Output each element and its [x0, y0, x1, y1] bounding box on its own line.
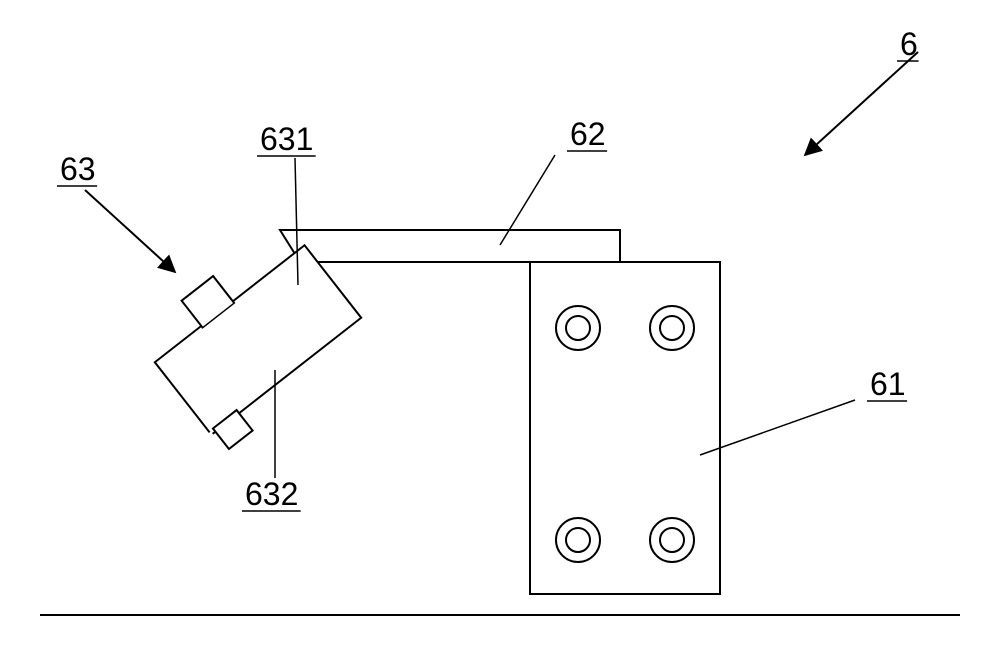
lead-l62 — [500, 155, 555, 245]
label-l62: 62 — [570, 116, 606, 152]
angled-body — [155, 245, 361, 434]
label-l61: 61 — [870, 366, 906, 402]
horizontal-arm — [280, 230, 620, 262]
vertical-plate — [530, 262, 720, 594]
lead-l61 — [700, 400, 855, 455]
bolt-outer-2 — [556, 518, 600, 562]
label-l63: 63 — [60, 151, 96, 187]
arrow-a63 — [85, 190, 175, 272]
label-l632: 632 — [245, 476, 298, 512]
bolt-outer-3 — [650, 518, 694, 562]
bolt-inner-0 — [566, 316, 590, 340]
bolt-inner-2 — [566, 528, 590, 552]
bolt-inner-3 — [660, 528, 684, 552]
label-l631: 631 — [260, 121, 313, 157]
label-l6: 6 — [900, 26, 918, 62]
bolt-outer-1 — [650, 306, 694, 350]
arrow-a6 — [805, 52, 918, 155]
technical-diagram: 6 62 61 63 631 632 — [0, 0, 1000, 655]
bolt-inner-1 — [660, 316, 684, 340]
angled-assembly — [135, 220, 375, 452]
bolt-outer-0 — [556, 306, 600, 350]
